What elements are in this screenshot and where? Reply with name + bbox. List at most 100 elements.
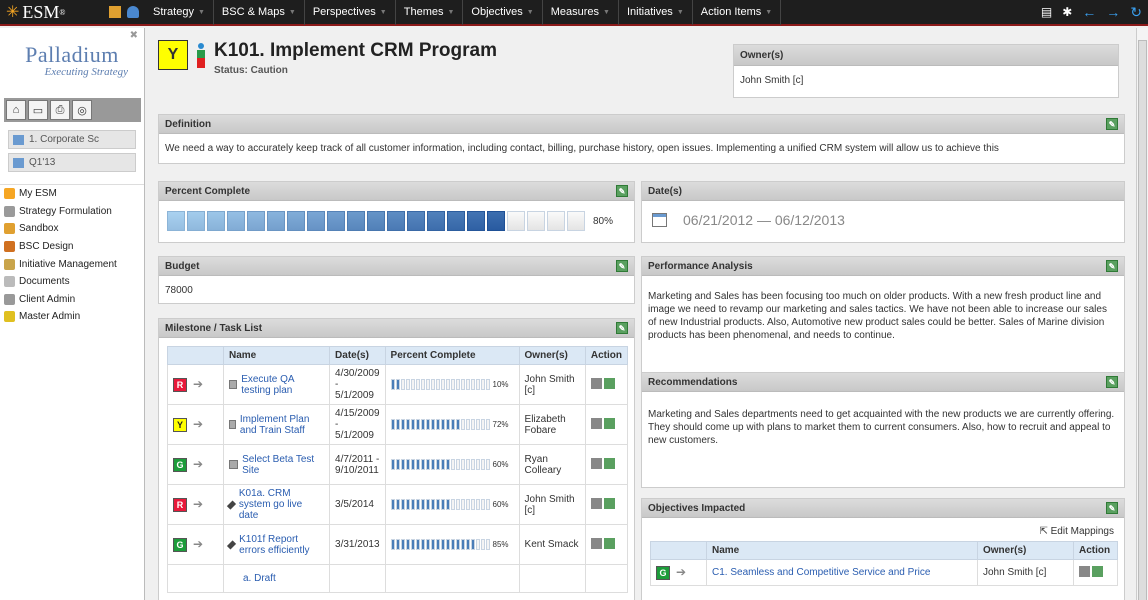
details-icon[interactable] [1079, 565, 1090, 577]
edit-icon[interactable]: ✎ [1106, 260, 1118, 272]
details-icon[interactable] [590, 457, 602, 469]
mini-segment [420, 498, 425, 510]
app-logo[interactable]: ✳ ESM ® [0, 2, 145, 23]
add-update-icon[interactable] [603, 457, 615, 469]
nav-item-measures[interactable]: Measures ▼ [543, 0, 619, 25]
task-name-link[interactable]: a. Draft [243, 573, 276, 584]
nav-item-bsc-maps[interactable]: BSC & Maps ▼ [214, 0, 305, 25]
task-name-link[interactable]: Select Beta Test Site [242, 453, 315, 476]
sidebar-item-client-admin[interactable]: Client Admin [0, 291, 144, 309]
nav-item-action-items[interactable]: Action Items ▼ [693, 0, 782, 25]
percent-cell: 85% [384, 524, 520, 565]
status-cell: Y ➔ [167, 404, 224, 445]
print-icon[interactable]: ⎙ [50, 100, 70, 120]
percent-cell: 60% [384, 444, 520, 485]
period-selector[interactable]: Q1'13 [8, 153, 136, 172]
chevron-down-icon: ▼ [526, 8, 534, 16]
details-icon[interactable] [590, 417, 602, 429]
book-icon[interactable] [109, 6, 121, 18]
add-update-icon[interactable] [603, 497, 615, 509]
mini-segment [470, 378, 475, 390]
mini-segment [390, 458, 395, 470]
mini-progress-bar [390, 458, 490, 470]
task-name-link[interactable]: K01a. CRM system go live date [238, 488, 303, 521]
milestone-icon [226, 539, 237, 550]
milestone-table: Name Date(s) Percent Complete Owner(s) Actio… [167, 346, 629, 593]
milestones-title: Milestone / Task List [165, 322, 263, 334]
edit-icon[interactable]: ✎ [1106, 118, 1118, 130]
status-text: Status: Caution [214, 65, 288, 76]
add-update-icon[interactable] [603, 417, 615, 429]
mini-segment [445, 378, 450, 390]
edit-icon[interactable]: ✎ [616, 322, 628, 334]
status-cell: G ➔ [167, 524, 224, 565]
mini-segment [390, 378, 395, 390]
vertical-scrollbar[interactable] [1136, 28, 1148, 600]
budget-value: 78000 [165, 285, 193, 296]
mini-segment [485, 378, 490, 390]
sidebar-item-my-esm[interactable]: My ESM [0, 185, 144, 203]
percent-complete-value: 80% [593, 215, 614, 227]
refresh-icon[interactable]: ↻ [1130, 3, 1142, 20]
sidebar-item-strategy-formulation[interactable]: Strategy Formulation [0, 203, 144, 221]
sidebar-item-sandbox[interactable]: Sandbox [0, 220, 144, 238]
milestone-task-panel: Milestone / Task List ✎ Name Date(s) Perce… [158, 318, 635, 600]
add-update-icon[interactable] [603, 537, 615, 549]
nav-item-perspectives[interactable]: Perspectives ▼ [305, 0, 396, 25]
task-name-link[interactable]: Execute QA testing plan [241, 373, 295, 396]
user-icon[interactable] [127, 6, 139, 18]
task-icon [229, 380, 238, 389]
budget-panel: Budget ✎ 78000 [158, 256, 635, 304]
mini-segment [475, 418, 480, 430]
mini-segment [390, 498, 395, 510]
status-flag: G [656, 566, 670, 580]
action-cell [584, 364, 629, 405]
progress-segment [387, 211, 405, 231]
close-sidebar-icon[interactable]: ✖ [129, 30, 138, 41]
calendar-icon [13, 157, 24, 168]
mini-segment [470, 538, 475, 550]
edit-icon[interactable]: ✎ [1106, 376, 1118, 388]
details-icon[interactable] [590, 377, 602, 389]
home-icon[interactable]: ⌂ [6, 100, 26, 120]
report-icon[interactable]: ▤ [1040, 5, 1053, 19]
help-icon[interactable]: ◎ [72, 100, 92, 120]
forward-arrow-icon[interactable]: → [1106, 4, 1121, 20]
edit-icon[interactable]: ✎ [616, 260, 628, 272]
sidebar-item-bsc-design[interactable]: BSC Design [0, 238, 144, 256]
sidebar-item-documents[interactable]: Documents [0, 273, 144, 291]
trend-arrow-icon: ➔ [193, 537, 204, 551]
nav-item-initiatives[interactable]: Initiatives ▼ [619, 0, 693, 25]
nav-item-label: BSC & Maps [221, 6, 285, 18]
objective-name-link[interactable]: C1. Seamless and Competitive Service and… [712, 567, 931, 578]
task-name-link[interactable]: K101f Report errors efficiently [239, 533, 310, 556]
name-cell: K101f Report errors efficiently [222, 524, 331, 565]
table-row: G ➔ Select Beta Test Site 4/7/2011 - 9/10/2… [167, 444, 629, 485]
scorecard-selector[interactable]: 1. Corporate Sc [8, 130, 136, 149]
mini-segment [400, 418, 405, 430]
edit-icon[interactable]: ✎ [616, 185, 628, 197]
add-update-icon[interactable] [603, 377, 615, 389]
table-row: G ➔ K101f Report errors efficiently 3/31/20… [167, 524, 629, 565]
scrollbar-thumb[interactable] [1138, 40, 1147, 600]
details-icon[interactable] [590, 537, 602, 549]
action-icons [1079, 565, 1103, 577]
edit-icon[interactable]: ✎ [1106, 502, 1118, 514]
recommendations-text: Marketing and Sales departments need to … [648, 409, 1115, 446]
nav-item-themes[interactable]: Themes ▼ [396, 0, 464, 25]
sidebar-item-master-admin[interactable]: Master Admin [0, 308, 144, 326]
nav-item-objectives[interactable]: Objectives ▼ [463, 0, 543, 25]
sidebar-item-initiative-management[interactable]: Initiative Management [0, 255, 144, 273]
details-icon[interactable] [590, 497, 602, 509]
nav-item-strategy[interactable]: Strategy ▼ [145, 0, 214, 25]
add-update-icon[interactable] [1092, 565, 1103, 577]
edit-mappings-link[interactable]: ⇱ Edit Mappings [642, 518, 1124, 541]
layout-icon[interactable]: ▭ [28, 100, 48, 120]
back-arrow-icon[interactable]: ← [1082, 4, 1097, 20]
gear-icon[interactable]: ✱ [1062, 5, 1073, 19]
sidebar-item-label: Sandbox [19, 223, 59, 235]
column-header: Percent Complete [384, 346, 520, 365]
progress-segment [267, 211, 285, 231]
task-name-link[interactable]: Implement Plan and Train Staff [239, 413, 310, 436]
sidebar-item-label: Master Admin [19, 311, 81, 323]
